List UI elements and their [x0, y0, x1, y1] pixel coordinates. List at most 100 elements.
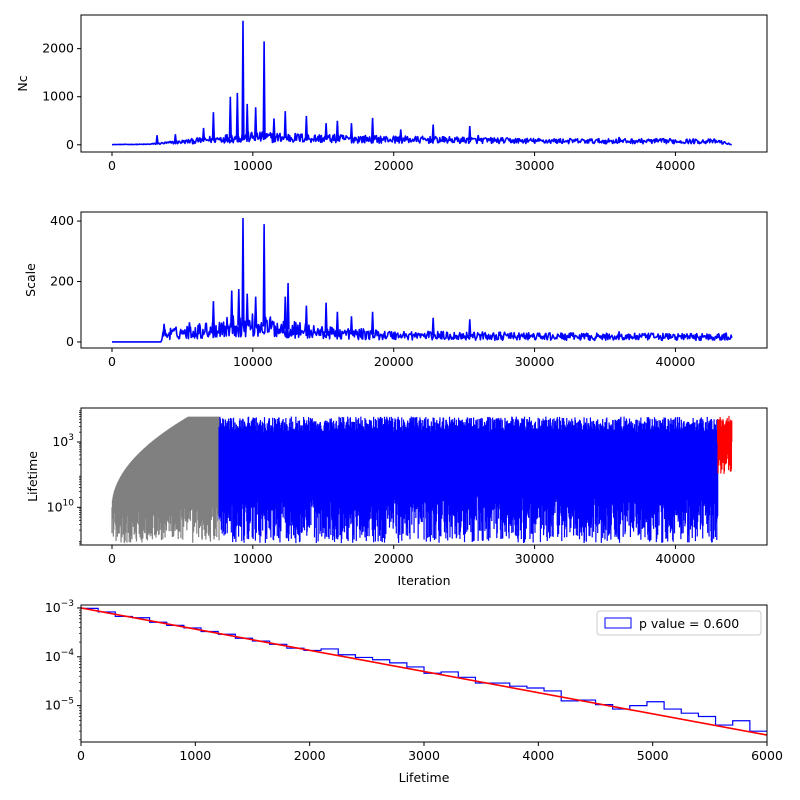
legend-swatch	[604, 617, 632, 629]
spike-mark	[241, 218, 245, 326]
histogram-step	[81, 607, 767, 732]
spike-mark	[304, 305, 309, 332]
spike-mark	[228, 96, 232, 139]
x-tick-label: 0	[108, 158, 116, 173]
plot-area	[111, 415, 733, 544]
legend-box	[596, 610, 762, 636]
spike-mark	[155, 135, 159, 144]
y-tick-label: 0	[66, 334, 74, 349]
plot-area	[111, 218, 733, 343]
y-axis-label: Scale	[23, 263, 38, 297]
x-tick-label: 0	[108, 551, 116, 566]
series-line	[111, 131, 732, 146]
y-tick-label: 10−4	[45, 648, 74, 664]
y-tick-label: 10−5	[45, 697, 74, 713]
y-tick-label: 2000	[42, 41, 74, 56]
spike-mark	[245, 103, 249, 138]
spike-mark	[399, 129, 403, 140]
spike-mark	[262, 224, 266, 327]
spike-mark	[617, 136, 621, 142]
spike-mark	[349, 123, 354, 139]
x-tick-label: 1000	[179, 748, 211, 763]
x-tick-label: 10000	[233, 551, 273, 566]
legend: p value = 0.600	[596, 610, 762, 636]
x-tick-label: 40000	[656, 551, 696, 566]
spike-mark	[324, 302, 328, 334]
spike-mark	[468, 319, 472, 336]
y-axis-label: Nc	[15, 75, 30, 91]
y-tick-label: 400	[50, 213, 74, 228]
plot-area	[81, 607, 767, 736]
x-tick-label: 5000	[637, 748, 669, 763]
subplot-3: 0 10000 20000 30000 40000 1010 103 Lifetime Iter…	[25, 407, 768, 588]
spike-mark	[283, 296, 287, 329]
spike-mark	[162, 323, 166, 335]
spike-mark	[187, 322, 192, 332]
series-band	[111, 416, 220, 544]
spike-mark	[211, 301, 216, 330]
spike-mark	[283, 111, 287, 138]
series-band	[218, 416, 719, 544]
spike-mark	[335, 311, 340, 334]
spike-mark	[262, 41, 266, 138]
spike-mark	[617, 331, 621, 337]
spike-mark	[304, 115, 309, 139]
y-tick-label: 1010	[47, 498, 75, 514]
spike-mark	[272, 118, 276, 138]
x-tick-label: 20000	[374, 551, 414, 566]
x-tick-label: 4000	[522, 748, 554, 763]
spike-mark	[235, 92, 240, 138]
spike-mark	[431, 124, 435, 140]
y-tick-label: 1000	[42, 89, 74, 104]
spike-mark	[237, 289, 241, 326]
x-tick-label: 0	[108, 354, 116, 369]
x-tick-label: 40000	[656, 158, 696, 173]
x-tick-label: 10000	[233, 158, 273, 173]
x-tick-label: 30000	[515, 551, 555, 566]
spike-mark	[335, 120, 340, 139]
spike-mark	[173, 134, 178, 143]
spike-mark	[476, 135, 480, 141]
x-axis-label: Iteration	[397, 573, 450, 588]
spike-mark	[349, 316, 354, 334]
x-tick-label: 6000	[751, 748, 783, 763]
y-tick-label: 200	[50, 274, 74, 289]
spike-mark	[254, 107, 258, 138]
x-axis-label: Lifetime	[399, 770, 450, 785]
x-tick-label: 30000	[515, 158, 555, 173]
axes-frame	[80, 14, 768, 153]
x-tick-label: 2000	[294, 748, 326, 763]
fit-line	[81, 607, 767, 736]
x-tick-label: 20000	[374, 158, 414, 173]
spike-mark	[254, 296, 258, 326]
spike-mark	[245, 293, 249, 326]
y-tick-label: 103	[52, 433, 74, 449]
series-band	[717, 415, 733, 474]
x-tick-label: 10000	[233, 354, 273, 369]
spike-mark	[324, 123, 328, 139]
subplot-4: 0 1000 2000 3000 4000 5000 6000 10−5 10−4 10−3 Lif…	[45, 599, 783, 785]
spike-mark	[468, 125, 472, 141]
plot-area	[111, 20, 732, 146]
axes-frame	[80, 407, 768, 546]
subplot-1: 0 10000 20000 30000 40000 0 1000 2000 Nc	[15, 14, 768, 173]
spike-mark	[230, 290, 234, 327]
spike-mark	[201, 127, 206, 141]
x-tick-label: 30000	[515, 354, 555, 369]
legend-label: p value = 0.600	[639, 616, 739, 631]
y-tick-label: 0	[66, 137, 74, 152]
spike-mark	[211, 112, 216, 140]
x-tick-label: 20000	[374, 354, 414, 369]
x-tick-label: 0	[77, 748, 85, 763]
y-axis-label: Lifetime	[25, 451, 40, 502]
spike-mark	[370, 311, 375, 335]
spike-mark	[431, 317, 435, 336]
spike-mark	[241, 20, 245, 138]
series-line	[111, 313, 733, 343]
y-tick-label: 10−3	[45, 599, 74, 615]
spike-mark	[286, 283, 290, 330]
x-tick-label: 3000	[408, 748, 440, 763]
axes-frame	[80, 211, 768, 349]
spike-mark	[370, 117, 375, 140]
